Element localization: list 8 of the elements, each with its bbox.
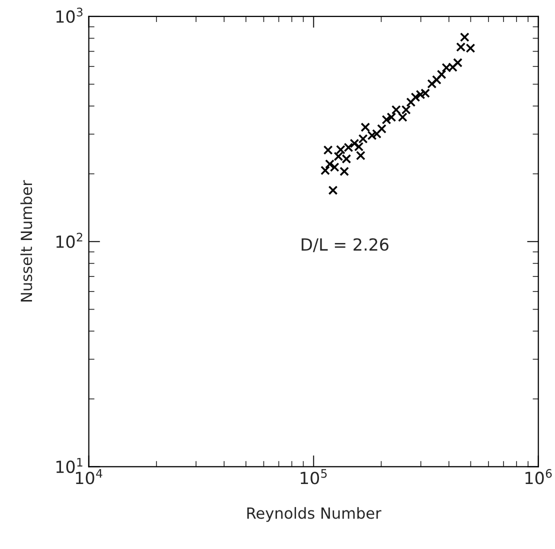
y-tick-label: 10$^{3}$ — [56, 8, 82, 23]
annotation: D/L = 2.26 — [302, 238, 388, 252]
x-axis-title: Reynolds Number — [247, 507, 382, 522]
x-tick-label: 10$^{5}$ — [300, 469, 327, 484]
y-axis-title: Nusselt Number — [20, 180, 32, 302]
x-tick-label: 10$^{6}$ — [526, 469, 552, 484]
x-tick-label: 10$^{4}$ — [76, 469, 102, 484]
y-tick-label: 10$^{2}$ — [56, 232, 82, 248]
